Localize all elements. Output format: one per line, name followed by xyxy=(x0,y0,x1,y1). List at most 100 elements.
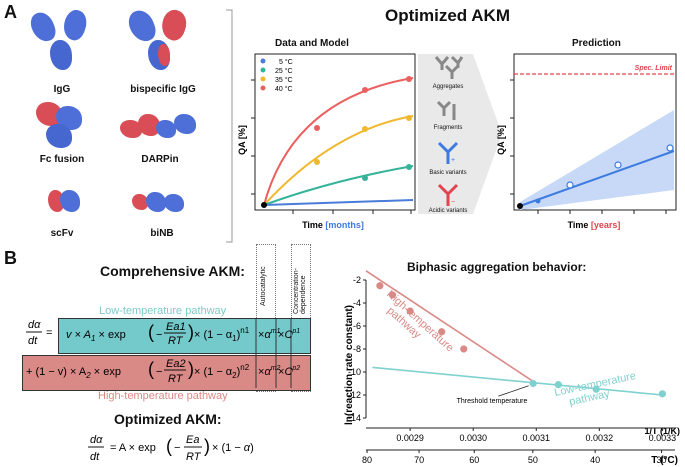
fragments-icon xyxy=(436,100,456,120)
svg-text:+ (1 − v) × A2 × exp: + (1 − v) × A2 × exp xyxy=(26,366,121,380)
top-tick-label: 0.0032 xyxy=(586,433,614,443)
fit-line-1 xyxy=(372,366,663,396)
y-tick-label: -2 xyxy=(353,275,361,285)
data-point-0 xyxy=(376,282,384,290)
low-temp-pathway-label: Low-temperature pathway xyxy=(99,305,227,317)
qa-arrow xyxy=(418,54,502,214)
bottom-tick-label: 50 xyxy=(528,455,538,465)
svg-text:× (1 − α2)n2: × (1 − α2)n2 xyxy=(194,363,250,380)
threshold-arrow xyxy=(498,385,529,397)
optimized-akm-subtitle: Optimized AKM: xyxy=(114,411,222,427)
panel-a-bracket xyxy=(226,9,233,243)
fc-fusion-molecule-image xyxy=(32,100,92,150)
qa-basic-label: Basic variants xyxy=(429,170,467,176)
curve-25c xyxy=(263,165,414,206)
high-temp-series-label: High-temperaturepathway xyxy=(376,288,456,363)
curve-5c xyxy=(263,199,414,206)
bottom-tick-label: 60 xyxy=(469,455,479,465)
qa-acidic-label: Acidic variants xyxy=(428,208,468,214)
svg-text:+: + xyxy=(451,157,455,164)
data-ylabel: QA [%] xyxy=(237,125,247,155)
top-tick-label: 0.0033 xyxy=(649,433,677,443)
svg-text:RT: RT xyxy=(186,451,202,463)
y-tick-label: -14 xyxy=(348,413,361,423)
data-point-0 xyxy=(388,291,397,299)
data-point-0 xyxy=(406,307,414,315)
molecule-label-darpin: DARPin xyxy=(141,154,179,165)
comprehensive-akm-title: Comprehensive AKM: xyxy=(100,263,245,279)
panel-b-letter: B xyxy=(4,248,17,268)
molecule-label-bispecific-igg: bispecific IgG xyxy=(130,84,196,95)
molecule-label-fc-fusion: Fc fusion xyxy=(39,154,85,165)
molecule-label-igg: IgG xyxy=(53,84,71,95)
bottom-tick-label: 30 xyxy=(657,455,667,465)
svg-text:(: ( xyxy=(166,436,172,456)
svg-text:Ea1: Ea1 xyxy=(166,321,186,333)
svg-text:−: − xyxy=(156,329,162,341)
molecule-label-binb: biNB xyxy=(150,228,174,239)
svg-text:v × A1 × exp: v × A1 × exp xyxy=(66,329,126,343)
curve-40c xyxy=(263,77,414,206)
y-tick-label: -10 xyxy=(348,367,361,377)
prediction-plot: Spec. Limit QA [%] Time [years] xyxy=(496,53,677,230)
svg-text:× (1 − α1)n1: × (1 − α1)n1 xyxy=(194,326,250,343)
high-temp-pathway-label: High-temperature pathway xyxy=(98,390,228,402)
acidic-variant-icon: − xyxy=(437,183,459,206)
data-point-0 xyxy=(438,328,446,336)
optimized-akm-title: Optimized AKM xyxy=(385,6,510,25)
svg-text:dα: dα xyxy=(90,434,103,446)
y-tick-label: -6 xyxy=(353,321,361,331)
svg-text:Ea: Ea xyxy=(186,434,199,446)
threshold-annotation: Threshold temperature xyxy=(457,398,528,405)
legend-5c: 5 °C xyxy=(279,58,293,66)
svg-text:dt: dt xyxy=(28,335,38,347)
curve-35c xyxy=(263,115,414,206)
high-temp-equation-box xyxy=(22,355,311,391)
data-legend: 5 °C 25 °C 35 °C 40 °C xyxy=(260,58,293,93)
plot-frame xyxy=(254,53,416,211)
bottom-tick-label: 70 xyxy=(414,455,424,465)
svg-text:): ) xyxy=(188,359,194,379)
molecule-grid: IgG bispecific IgG Fc fusion DARPin scFv… xyxy=(10,0,225,240)
y-tick-label: -12 xyxy=(348,390,361,400)
data-point-1 xyxy=(658,390,666,398)
pred-ylabel: QA [%] xyxy=(496,125,506,155)
bottom-tick-label: 40 xyxy=(590,455,600,465)
top-tick-label: 0.0029 xyxy=(396,433,424,443)
darpin-molecule-image xyxy=(120,112,200,146)
biphasic-title: Biphasic aggregation behavior: xyxy=(407,260,587,274)
svg-text:(: ( xyxy=(148,359,154,379)
pred-xlabel: Time [years] xyxy=(568,220,621,230)
points-25c xyxy=(362,164,412,181)
data-xlabel: Time [months] xyxy=(302,220,364,230)
svg-text:−: − xyxy=(174,442,180,454)
aggregates-icon xyxy=(434,55,464,79)
low-temp-series-label: Low-temperaturepathway xyxy=(553,370,639,411)
concentration-label: Concentration-dependence xyxy=(293,268,307,314)
svg-text:): ) xyxy=(188,322,194,342)
y-tick-label: -4 xyxy=(353,298,361,308)
qa-fragments-label: Fragments xyxy=(433,125,463,131)
equation-lines xyxy=(255,318,292,388)
igg-molecule-image xyxy=(27,6,92,76)
biphasic-ylabel: ln(reaction rate constant) xyxy=(344,305,355,425)
legend-40c: 40 °C xyxy=(275,85,293,93)
qa-aggregates-label: Aggregates xyxy=(432,84,464,90)
svg-text:−: − xyxy=(451,199,455,206)
molecule-label-scfv: scFv xyxy=(50,228,74,239)
top-tick-label: 0.0031 xyxy=(522,433,550,443)
scfv-molecule-image xyxy=(48,188,88,218)
svg-text:(: ( xyxy=(148,322,154,342)
svg-text:=: = xyxy=(46,327,52,339)
data-point-1 xyxy=(529,379,537,388)
biphasic-chart: ln(reaction rate constant) 1/T (1/K) T (… xyxy=(344,270,680,466)
svg-text:×Cp2: ×Cp2 xyxy=(278,365,300,378)
fit-line-0 xyxy=(365,270,537,385)
svg-text:×Cp1: ×Cp1 xyxy=(278,328,300,341)
svg-text:RT: RT xyxy=(168,335,184,347)
bottom-tick-label: 80 xyxy=(362,455,372,465)
svg-text:= A × exp: = A × exp xyxy=(110,442,156,454)
svg-text:× (1 − α): × (1 − α) xyxy=(212,442,254,454)
autocatalytic-label: Autocatalytic xyxy=(260,266,267,306)
top-tick-label: 0.0030 xyxy=(459,433,487,443)
